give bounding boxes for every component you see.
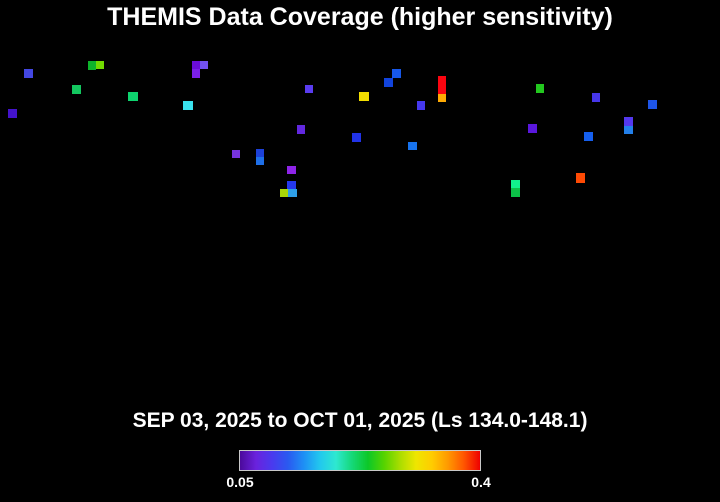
data-point	[352, 133, 361, 142]
data-point	[88, 61, 96, 70]
data-point	[256, 149, 264, 157]
data-point	[297, 125, 305, 134]
data-point	[256, 157, 264, 165]
date-range-label: SEP 03, 2025 to OCT 01, 2025 (Ls 134.0-1…	[132, 409, 588, 432]
data-point	[72, 85, 81, 94]
data-point	[280, 189, 288, 197]
data-point	[96, 61, 104, 69]
plot-title: THEMIS Data Coverage (higher sensitivity…	[107, 3, 613, 31]
data-point	[128, 92, 138, 101]
data-point	[288, 189, 297, 197]
colorbar-min-label: 0.05	[226, 474, 254, 490]
colorbar-max-label: 0.4	[471, 474, 491, 490]
data-point	[624, 126, 633, 134]
data-point	[511, 180, 520, 188]
data-point	[192, 61, 200, 69]
data-point	[384, 78, 393, 87]
data-point	[438, 76, 446, 94]
data-point	[232, 150, 240, 158]
data-point	[8, 109, 17, 118]
data-point	[417, 101, 425, 110]
data-point	[584, 132, 593, 141]
data-point	[438, 94, 446, 102]
data-point	[528, 124, 537, 133]
data-point	[536, 84, 544, 93]
data-point	[24, 69, 33, 78]
data-point	[511, 188, 520, 197]
data-point	[624, 117, 633, 126]
data-point	[305, 85, 313, 93]
data-point	[200, 61, 208, 69]
data-point	[408, 142, 417, 150]
data-point	[192, 69, 200, 78]
colorbar	[239, 450, 481, 471]
data-point	[287, 181, 296, 189]
data-point	[576, 173, 585, 183]
data-point	[359, 92, 369, 101]
data-point	[287, 166, 296, 174]
data-point	[392, 69, 401, 78]
data-point	[183, 101, 193, 110]
colorbar-gradient	[240, 451, 480, 470]
data-point	[592, 93, 600, 102]
data-point	[648, 100, 657, 109]
